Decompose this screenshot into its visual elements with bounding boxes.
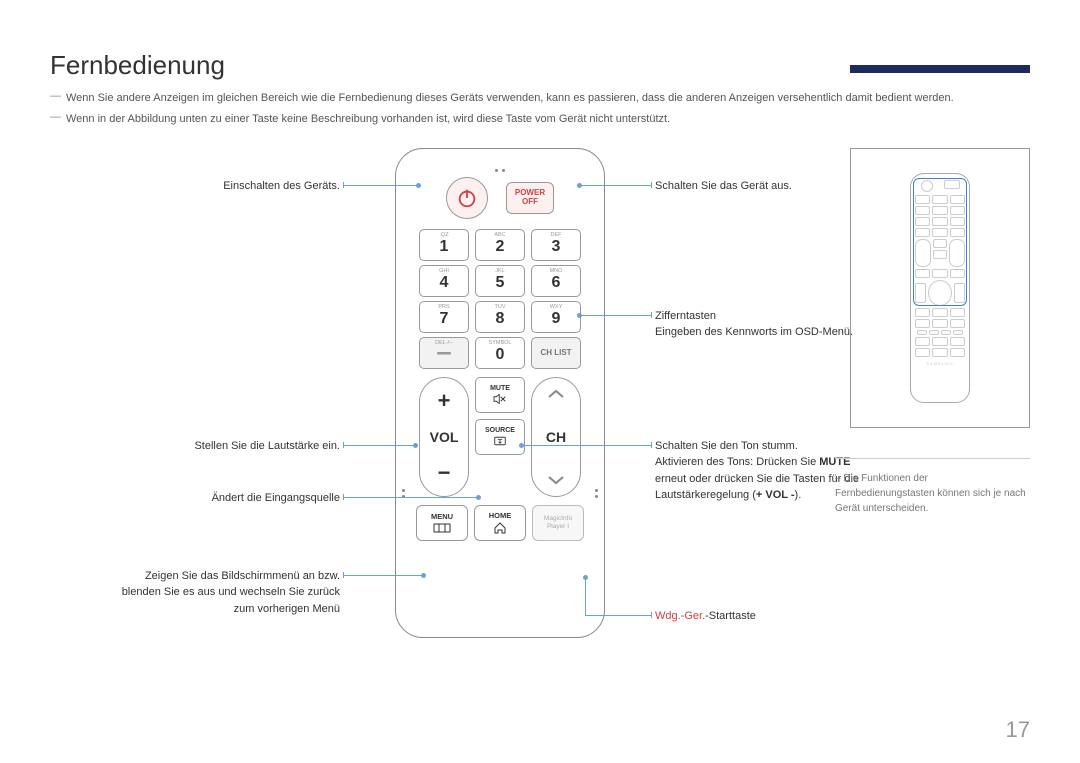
chevron-down-icon: [547, 474, 565, 486]
callout-source: Ändert die Eingangsquelle: [50, 490, 340, 507]
num-7-button: PRS7: [419, 301, 469, 333]
ir-dots-icon: [495, 169, 505, 172]
num-6-button: MNO6: [531, 265, 581, 297]
vol-plus: +: [438, 388, 451, 414]
num-1-button: .QZ1: [419, 229, 469, 261]
num-9-button: WXY9: [531, 301, 581, 333]
callout-volume: Stellen Sie die Lautstärke ein.: [50, 438, 340, 455]
volume-rocker: + VOL −: [419, 377, 469, 497]
callout-power-on: Einschalten des Geräts.: [50, 178, 340, 195]
callout-power-off: Schalten Sie das Gerät aus.: [655, 178, 875, 195]
ch-label: CH: [546, 429, 566, 445]
vol-minus: −: [438, 460, 451, 486]
menu-icon: [433, 523, 451, 533]
diagram-area: POWER OFF .QZ1ABC2DEF3 GHI4JKL5MNO6 PRS7TU…: [50, 148, 1030, 668]
num-2-button: ABC2: [475, 229, 525, 261]
side-note: Die Funktionen der Fernbedienungstasten …: [835, 458, 1030, 516]
chlist-button: CH LIST: [531, 337, 581, 369]
remote-control: POWER OFF .QZ1ABC2DEF3 GHI4JKL5MNO6 PRS7TU…: [395, 148, 605, 638]
callout-magicinfo: Wdg.-Ger.-Starttaste: [655, 608, 875, 625]
num-0-button: SYMBOL 0: [475, 337, 525, 369]
thumbnail-highlight: [913, 178, 967, 306]
callout-numpad: Zifferntasten Eingeben des Kennworts im …: [655, 308, 875, 341]
chevron-up-icon: [547, 388, 565, 400]
num-4-button: GHI4: [419, 265, 469, 297]
home-button: HOME: [474, 505, 526, 541]
del-button: DEL-/--: [419, 337, 469, 369]
remote-thumbnail: SAMSUNG: [910, 173, 970, 403]
magicinfo-button: MagicInfo Player I: [532, 505, 584, 541]
dash-icon: [435, 349, 453, 357]
remote-thumbnail-box: SAMSUNG: [850, 148, 1030, 428]
num-3-button: DEF3: [531, 229, 581, 261]
mute-icon: [492, 393, 508, 405]
power-off-button: POWER OFF: [506, 182, 554, 214]
source-button: SOURCE: [475, 419, 525, 455]
home-icon: [493, 522, 507, 534]
note-2: Wenn in der Abbildung unten zu einer Tas…: [50, 112, 1030, 127]
note-1: Wenn Sie andere Anzeigen im gleichen Ber…: [50, 91, 1030, 106]
menu-button: MENU: [416, 505, 468, 541]
power-icon: [456, 187, 478, 209]
channel-rocker: CH: [531, 377, 581, 497]
side-dots-right: [595, 489, 598, 498]
num-5-button: JKL5: [475, 265, 525, 297]
source-icon: [492, 435, 508, 447]
num-8-button: TUV8: [475, 301, 525, 333]
power-on-button: [446, 177, 488, 219]
vol-label: VOL: [430, 429, 459, 445]
page-number: 17: [1006, 717, 1030, 743]
callout-menu: Zeigen Sie das Bildschirmmenü an bzw. bl…: [50, 568, 340, 618]
mute-button: MUTE: [475, 377, 525, 413]
power-off-label2: OFF: [522, 198, 538, 207]
header-accent-bar: [850, 65, 1030, 73]
